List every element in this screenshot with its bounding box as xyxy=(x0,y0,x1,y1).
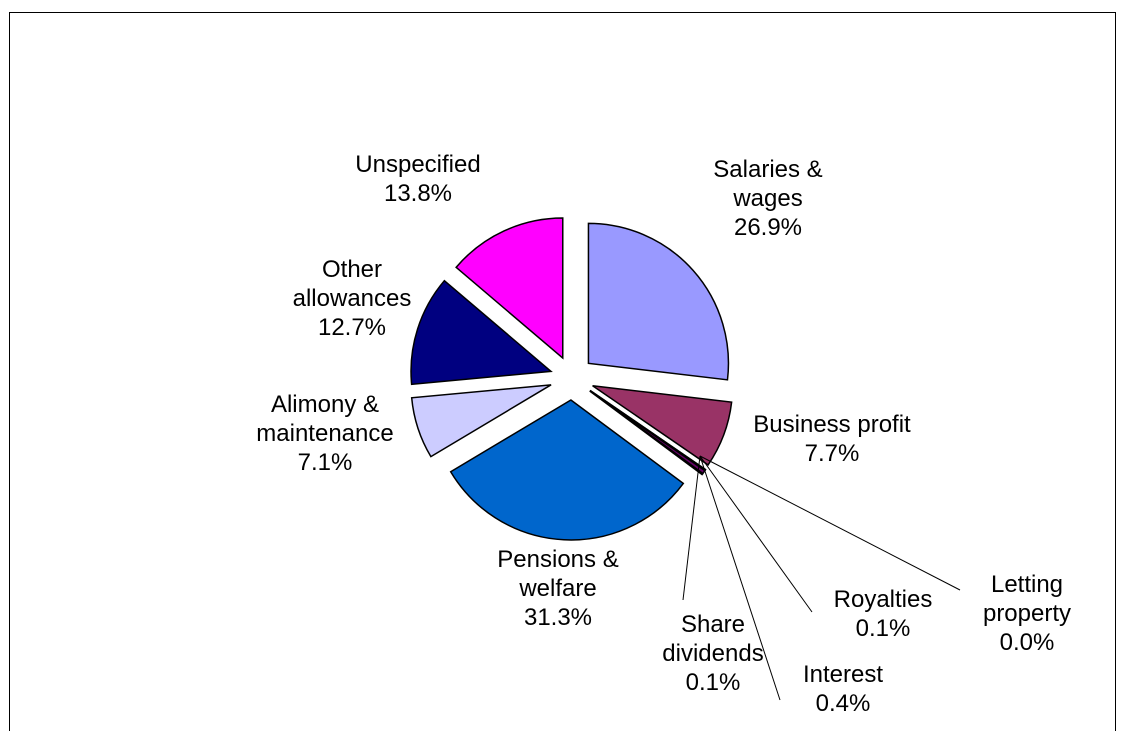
pie-slice xyxy=(589,390,704,476)
value-label: 31.3% xyxy=(523,604,593,631)
pie-slice xyxy=(592,384,733,466)
pie-slice xyxy=(449,399,685,541)
category-name: Salaries & wages xyxy=(713,156,823,212)
value-label: 26.9% xyxy=(733,214,803,241)
slice-label: Business profit 7.7% xyxy=(717,410,947,468)
slice-label: Royalties 0.1% xyxy=(813,585,953,643)
category-name: Pensions & welfare xyxy=(497,546,619,602)
pie-slice xyxy=(455,217,564,360)
category-name: Interest xyxy=(802,661,884,688)
value-label: 7.1% xyxy=(297,449,353,476)
category-name: Share dividends xyxy=(662,611,764,667)
value-label: 13.8% xyxy=(383,180,453,207)
pie-slice xyxy=(410,384,552,458)
chart-frame xyxy=(9,12,1116,731)
slice-label: Salaries & wages 26.9% xyxy=(688,155,848,242)
leader-line xyxy=(699,455,813,613)
slice-label: Alimony & maintenance 7.1% xyxy=(230,390,420,477)
leader-line xyxy=(699,455,961,591)
category-name: Letting property xyxy=(982,571,1072,627)
leader-line xyxy=(682,455,701,601)
pie-slice xyxy=(587,222,730,381)
value-label: 0.0% xyxy=(999,629,1055,656)
category-name: Royalties xyxy=(833,586,933,613)
slice-label: Pensions & welfare 31.3% xyxy=(473,545,643,632)
value-label: 7.7% xyxy=(804,440,860,467)
leader-line xyxy=(699,455,781,701)
slice-label: Interest 0.4% xyxy=(773,660,913,718)
category-name: Other allowances xyxy=(292,256,412,312)
pie-slice xyxy=(410,279,553,386)
value-label: 0.4% xyxy=(815,690,871,717)
value-label: 0.1% xyxy=(685,669,741,696)
slice-label: Letting property 0.0% xyxy=(972,570,1082,657)
value-label: 0.1% xyxy=(855,615,911,642)
slice-label: Unspecified 13.8% xyxy=(333,150,503,208)
category-name: Alimony & maintenance xyxy=(256,391,394,447)
slice-label: Other allowances 12.7% xyxy=(272,255,432,342)
slice-label: Share dividends 0.1% xyxy=(653,610,773,697)
value-label: 12.7% xyxy=(317,314,387,341)
category-name: Business profit xyxy=(753,411,911,438)
category-name: Unspecified xyxy=(355,151,481,178)
